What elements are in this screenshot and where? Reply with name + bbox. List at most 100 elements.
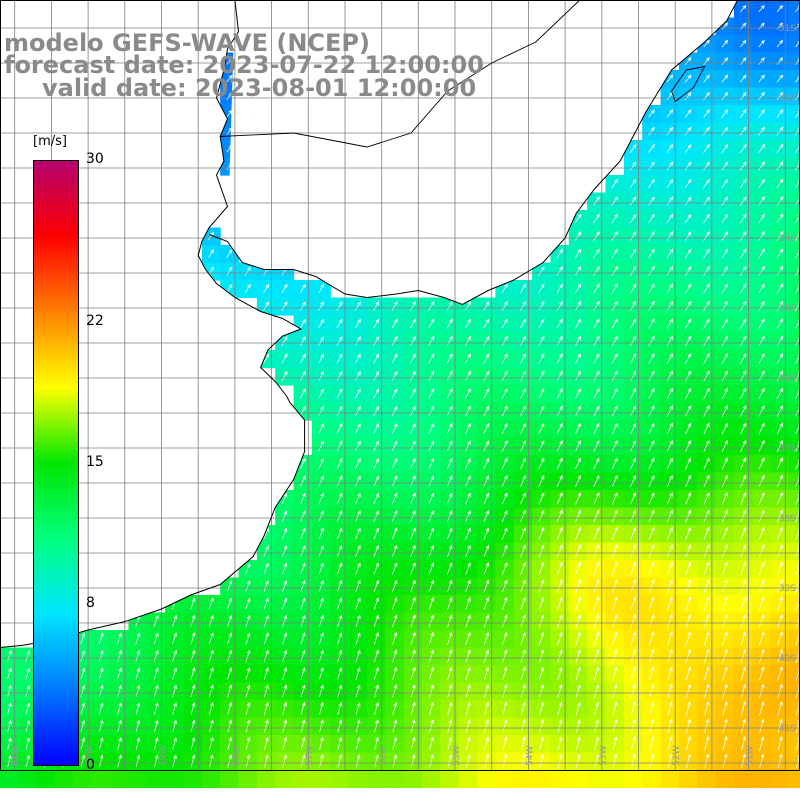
wind-arrow bbox=[245, 701, 251, 715]
wind-speed-cell bbox=[403, 770, 423, 789]
wind-arrow bbox=[575, 405, 581, 417]
wind-arrow bbox=[685, 666, 692, 681]
wind-arrow bbox=[777, 753, 783, 769]
wind-arrow bbox=[519, 335, 526, 347]
wind-arrow bbox=[392, 614, 398, 628]
wind-speed-cell bbox=[587, 245, 607, 264]
wind-arrow bbox=[483, 492, 490, 505]
wind-arrow bbox=[575, 509, 582, 523]
wind-arrow bbox=[281, 370, 288, 382]
wind-speed-cell bbox=[788, 210, 800, 229]
wind-arrow bbox=[263, 562, 269, 575]
wind-arrow bbox=[428, 684, 434, 698]
wind-speed-cell bbox=[788, 140, 800, 159]
wind-arrow bbox=[575, 457, 581, 470]
wind-speed-cell bbox=[330, 315, 350, 334]
wind-arrow bbox=[318, 492, 324, 505]
wind-arrow bbox=[611, 231, 618, 241]
wind-speed-cell bbox=[752, 402, 772, 421]
wind-speed-cell bbox=[330, 472, 350, 491]
wind-arrow bbox=[483, 596, 490, 610]
wind-arrow bbox=[520, 387, 526, 399]
wind-arrow bbox=[703, 213, 710, 224]
wind-arrow bbox=[520, 719, 526, 733]
wind-speed-cell bbox=[256, 297, 276, 316]
wind-arrow bbox=[557, 736, 563, 751]
wind-arrow bbox=[484, 684, 490, 698]
wind-arrow bbox=[556, 561, 563, 576]
wind-arrow bbox=[629, 318, 637, 329]
wind-arrow bbox=[685, 405, 692, 417]
wind-arrow bbox=[739, 196, 747, 206]
wind-arrow bbox=[153, 684, 159, 698]
wind-arrow bbox=[354, 318, 361, 329]
wind-arrow bbox=[685, 579, 692, 593]
wind-arrow bbox=[759, 718, 765, 734]
wind-speed-cell bbox=[458, 350, 478, 369]
wind-speed-cell bbox=[660, 507, 680, 526]
wind-arrow bbox=[538, 526, 545, 540]
wind-arrow bbox=[483, 579, 490, 593]
wind-arrow bbox=[721, 231, 729, 241]
wind-arrow bbox=[758, 178, 766, 189]
wind-arrow bbox=[685, 683, 691, 699]
wind-arrow bbox=[593, 561, 600, 576]
wind-arrow bbox=[740, 718, 747, 734]
wind-arrow bbox=[501, 474, 508, 487]
wind-arrow bbox=[630, 718, 636, 733]
wind-speed-cell bbox=[348, 332, 368, 351]
latitude-label: 36S bbox=[779, 374, 796, 384]
wind-arrow bbox=[758, 422, 765, 435]
wind-arrow bbox=[117, 719, 122, 733]
wind-arrow bbox=[520, 544, 526, 558]
wind-arrow bbox=[7, 650, 12, 662]
wind-arrow bbox=[318, 562, 324, 575]
wind-arrow bbox=[410, 631, 416, 645]
wind-speed-cell bbox=[605, 402, 625, 421]
wind-arrow bbox=[629, 283, 637, 294]
wind-arrow bbox=[575, 561, 582, 576]
wind-arrow bbox=[318, 336, 325, 346]
wind-arrow bbox=[355, 754, 361, 768]
wind-speed-cell bbox=[623, 542, 643, 561]
wind-arrow bbox=[483, 649, 490, 663]
wind-arrow bbox=[135, 667, 141, 680]
wind-arrow bbox=[337, 614, 343, 628]
wind-arrow bbox=[758, 196, 765, 206]
wind-arrow bbox=[318, 684, 324, 698]
wind-arrow bbox=[336, 527, 343, 540]
wind-speed-cell bbox=[458, 367, 478, 386]
wind-arrow bbox=[245, 754, 251, 768]
wind-arrow bbox=[355, 457, 361, 469]
wind-arrow bbox=[593, 509, 600, 523]
wind-arrow bbox=[575, 736, 581, 751]
wind-arrow bbox=[355, 510, 361, 522]
wind-arrow bbox=[464, 387, 471, 399]
wind-arrow bbox=[135, 754, 141, 768]
wind-arrow bbox=[464, 353, 471, 364]
wind-arrow bbox=[282, 649, 288, 663]
wind-arrow bbox=[575, 474, 581, 487]
wind-speed-cell bbox=[715, 227, 735, 246]
wind-arrow bbox=[502, 736, 508, 751]
wind-arrow bbox=[740, 736, 746, 751]
wind-arrow bbox=[501, 422, 508, 435]
wind-speed-cell bbox=[697, 665, 717, 684]
wind-speed-cell bbox=[623, 280, 643, 299]
wind-arrow bbox=[594, 753, 600, 768]
wind-arrow bbox=[703, 405, 710, 417]
latitude-label: 39S bbox=[779, 584, 796, 594]
wind-arrow bbox=[722, 579, 728, 593]
wind-arrow bbox=[190, 754, 196, 768]
wind-speed-cell bbox=[568, 665, 588, 684]
wind-speed-cell bbox=[532, 525, 552, 544]
wind-speed-cell bbox=[311, 455, 331, 474]
wind-arrow bbox=[465, 649, 471, 663]
wind-arrow bbox=[245, 614, 251, 627]
wind-arrow bbox=[758, 39, 765, 48]
wind-arrow bbox=[611, 422, 618, 435]
wind-arrow bbox=[300, 649, 306, 663]
wind-arrow bbox=[446, 440, 453, 452]
wind-arrow bbox=[300, 667, 306, 680]
wind-speed-cell bbox=[568, 245, 588, 264]
